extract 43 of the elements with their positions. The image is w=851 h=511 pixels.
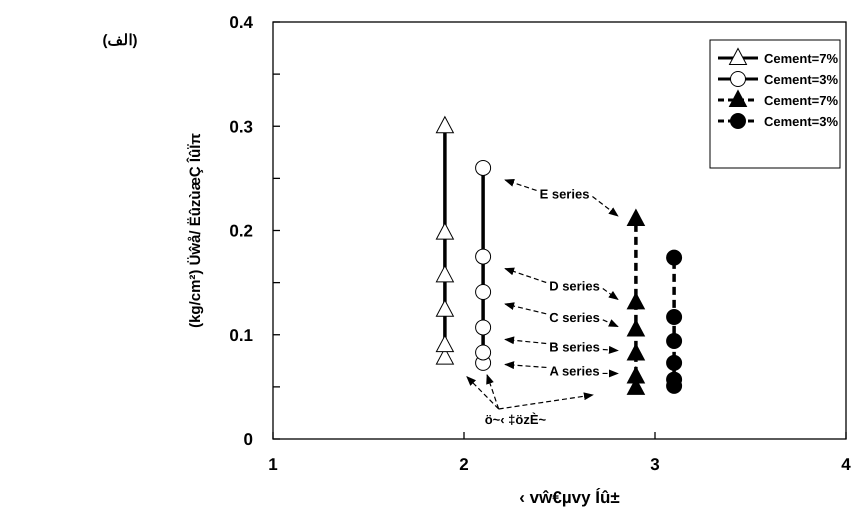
- annotation: E series: [504, 179, 619, 217]
- x-tick-label: 1: [268, 455, 278, 474]
- annotation: A series: [504, 361, 619, 378]
- point: [475, 319, 492, 336]
- point: [626, 366, 645, 384]
- point: [436, 265, 454, 282]
- legend-label: Cement=7%: [764, 93, 838, 108]
- legend-label: Cement=3%: [764, 114, 838, 129]
- y-tick-label: 0.4: [229, 13, 254, 32]
- annotation: C series: [549, 310, 600, 325]
- point: [626, 320, 645, 337]
- y-tick-label: 0: [244, 430, 253, 449]
- point: [436, 300, 454, 317]
- point: [666, 250, 682, 266]
- point: [666, 354, 682, 371]
- legend-label: Cement=3%: [764, 72, 838, 87]
- point: [475, 160, 492, 176]
- point: [626, 209, 645, 226]
- annotation: B series: [549, 339, 600, 354]
- point: [475, 344, 492, 360]
- y-axis-title: (kg/cm²) Üŵå/ ËûzùæÇ ÎûÏπ: [186, 132, 204, 328]
- x-tick-label: 4: [841, 455, 851, 474]
- point: [436, 116, 454, 134]
- point: [666, 309, 682, 326]
- annotation: E series: [540, 186, 590, 202]
- point: [475, 248, 492, 265]
- text: (الف): [102, 32, 138, 49]
- y-tick-label: 0.2: [229, 222, 253, 240]
- annotation: ö~‹ ‡özÈ~: [484, 412, 547, 427]
- point: [475, 284, 492, 300]
- x-tick-label: 2: [459, 455, 469, 474]
- x-axis-title: ‹ vŵ€µvy Íû±: [519, 487, 620, 507]
- legend-label: Cement=7%: [764, 51, 838, 66]
- annotation: B series: [504, 336, 619, 354]
- x-tick-label: 3: [650, 455, 660, 474]
- point: [626, 344, 645, 361]
- point: [436, 335, 454, 352]
- point: [436, 222, 454, 240]
- y-tick-label: 0.3: [229, 117, 253, 136]
- annotation: D series: [549, 278, 600, 294]
- point: [666, 333, 682, 350]
- annotation: A series: [549, 363, 600, 378]
- y-tick-label: 0.1: [229, 326, 253, 345]
